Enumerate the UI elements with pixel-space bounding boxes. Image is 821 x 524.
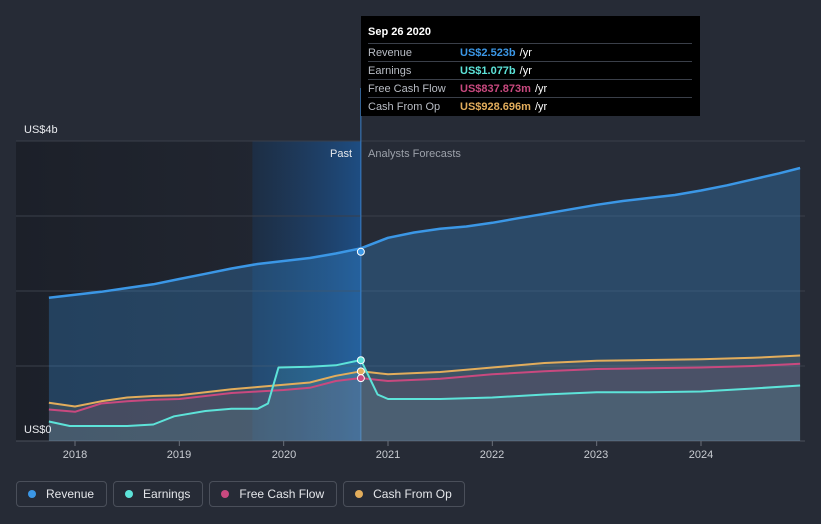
x-tick-label: 2019 [167,449,191,461]
legend-label: Free Cash Flow [239,487,325,501]
cfo-marker [356,367,365,376]
revenue-line [48,166,801,300]
x-tick-label: 2023 [584,449,608,461]
tooltip-value: US$1.077b [460,64,516,77]
tooltip-value: US$2.523b [460,46,516,59]
tooltip-row-free-cash-flow: Free Cash Flow US$837.873m /yr [368,79,692,97]
legend-dot-icon [125,490,134,498]
fcf-area [48,363,801,441]
fcf-line [48,362,801,413]
legend-dot-icon [355,490,364,498]
tooltip-row-cash-from-op: Cash From Op US$928.696m /yr [368,97,692,115]
tooltip-label: Earnings [368,64,412,77]
series-lines [48,166,801,427]
x-tick-label: 2021 [376,449,400,461]
legend-label: Earnings [143,487,191,501]
tooltip-unit: /yr [519,46,532,59]
series-areas [48,168,801,441]
x-tick-label: 2018 [63,449,87,461]
y-axis-min-label: US$0 [24,424,52,436]
tooltip-label: Cash From Op [368,100,441,113]
legend-item-cash-from-op[interactable]: Cash From Op [343,481,465,507]
tooltip-label: Revenue [368,46,413,59]
gridlines [16,88,805,446]
past-section-label: Past [330,148,352,160]
legend-label: Cash From Op [373,487,452,501]
tooltip-unit: /yr [519,64,532,77]
tooltip-unit: /yr [534,100,548,113]
y-axis-max-label: US$4b [24,124,58,136]
earnings-area [48,360,801,441]
hover-markers [356,247,365,383]
fcf-marker [356,374,365,383]
hover-tooltip: Sep 26 2020 Revenue US$2.523b /yr Earnin… [361,16,700,116]
revenue-area [48,168,801,441]
legend-item-revenue[interactable]: Revenue [16,481,108,507]
x-tick-label: 2020 [272,449,296,461]
x-tick-label: 2022 [480,449,504,461]
legend-dot-icon [221,490,230,498]
tooltip-row-revenue: Revenue US$2.523b /yr [368,43,692,61]
tooltip-date: Sep 26 2020 [368,26,431,38]
earnings-marker [356,356,365,365]
legend-item-free-cash-flow[interactable]: Free Cash Flow [209,481,338,507]
earnings-line [48,359,801,427]
tooltip-value: US$928.696m [460,100,531,113]
tooltip-label: Free Cash Flow [368,82,446,95]
tooltip-unit: /yr [534,82,548,95]
axis-labels: US$4b US$0 Past Analysts Forecasts 2018 … [24,124,713,461]
legend-item-earnings[interactable]: Earnings [113,481,204,507]
tooltip-row-earnings: Earnings US$1.077b /yr [368,61,692,79]
legend-dot-icon [28,490,36,498]
x-tick-label: 2024 [689,449,713,461]
legend-label: Revenue [46,487,95,501]
cfo-line [48,354,801,408]
tooltip-value: US$837.873m [460,82,531,95]
revenue-marker [356,247,365,256]
chart-legend: Revenue Earnings Free Cash Flow Cash Fro… [16,481,465,507]
forecast-section-label: Analysts Forecasts [368,148,461,160]
